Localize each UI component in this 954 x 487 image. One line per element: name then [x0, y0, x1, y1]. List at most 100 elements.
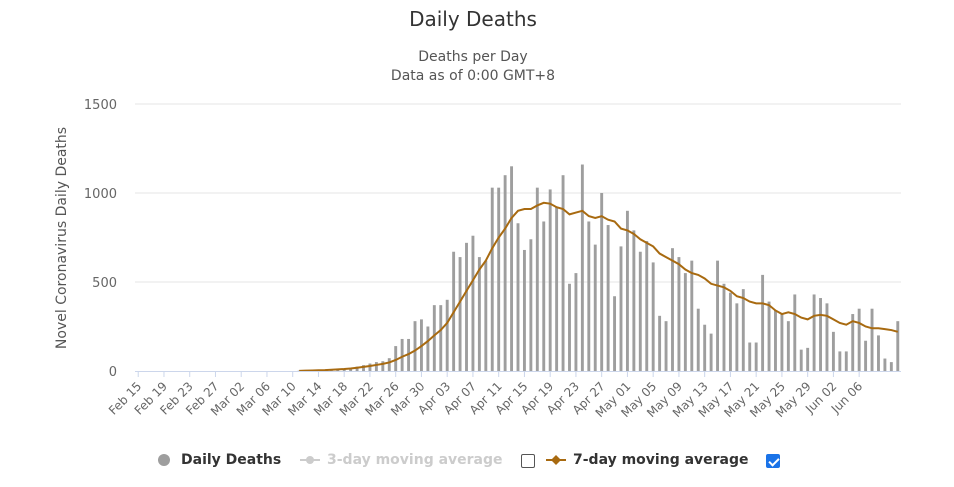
daily-deaths-bar[interactable] — [838, 351, 842, 371]
daily-deaths-bar[interactable] — [516, 223, 520, 371]
daily-deaths-bar[interactable] — [774, 310, 777, 371]
daily-deaths-bar[interactable] — [381, 361, 385, 371]
daily-deaths-bar[interactable] — [625, 210, 629, 371]
daily-deaths-bar[interactable] — [831, 331, 835, 371]
daily-deaths-bar[interactable] — [568, 283, 571, 371]
daily-deaths-bar[interactable] — [548, 189, 552, 371]
daily-deaths-bar[interactable] — [400, 338, 404, 371]
daily-deaths-bar[interactable] — [864, 340, 868, 371]
daily-deaths-bar[interactable] — [722, 283, 726, 371]
3-day-average-checkbox[interactable] — [521, 454, 535, 468]
daily-deaths-bar[interactable] — [522, 249, 526, 371]
y-tick-label: 0 — [109, 365, 117, 380]
daily-deaths-bar[interactable] — [638, 251, 642, 371]
daily-deaths-bar[interactable] — [677, 257, 681, 371]
legend-item-daily-deaths[interactable]: Daily Deaths — [155, 448, 281, 472]
daily-deaths-bar[interactable] — [471, 235, 475, 371]
daily-deaths-bar[interactable] — [728, 292, 732, 371]
daily-deaths-bar[interactable] — [587, 221, 591, 371]
daily-deaths-bar[interactable] — [613, 296, 617, 371]
y-tick-label: 1500 — [84, 98, 117, 113]
daily-deaths-bar[interactable] — [632, 230, 636, 371]
daily-deaths-bar[interactable] — [645, 241, 649, 371]
daily-deaths-bar[interactable] — [754, 342, 758, 371]
daily-deaths-bar[interactable] — [877, 335, 880, 371]
daily-deaths-bar[interactable] — [780, 314, 784, 371]
daily-deaths-bar[interactable] — [741, 289, 745, 371]
daily-deaths-bar[interactable] — [362, 365, 365, 371]
daily-deaths-bar[interactable] — [664, 321, 668, 371]
daily-deaths-bar[interactable] — [465, 242, 468, 371]
daily-deaths-bar[interactable] — [683, 273, 687, 371]
daily-deaths-bar[interactable] — [574, 273, 578, 371]
daily-deaths-bar[interactable] — [600, 193, 604, 371]
daily-deaths-bar[interactable] — [870, 308, 874, 371]
daily-deaths-bar[interactable] — [748, 342, 752, 371]
legend-label-7-day-average: 7-day moving average — [573, 452, 749, 468]
daily-deaths-bar[interactable] — [510, 166, 514, 371]
chart-subtitle-line-1: Deaths per Day — [418, 49, 527, 65]
daily-deaths-bar[interactable] — [703, 324, 707, 371]
daily-deaths-bar[interactable] — [819, 298, 822, 371]
daily-deaths-bar[interactable] — [761, 274, 765, 371]
daily-deaths-bar[interactable] — [497, 187, 501, 371]
daily-deaths-bar[interactable] — [690, 260, 694, 371]
daily-deaths-bar[interactable] — [889, 362, 893, 371]
line-diamond-marker-icon — [546, 455, 566, 465]
daily-deaths-bar[interactable] — [535, 187, 539, 371]
daily-deaths-bar[interactable] — [503, 175, 507, 371]
daily-deaths-bar[interactable] — [883, 358, 887, 371]
daily-deaths-bar[interactable] — [445, 299, 449, 371]
daily-deaths-bar[interactable] — [477, 257, 481, 371]
daily-deaths-bar[interactable] — [490, 187, 494, 371]
daily-deaths-bar[interactable] — [696, 308, 700, 371]
daily-deaths-bar[interactable] — [413, 321, 417, 371]
daily-deaths-bar[interactable] — [671, 248, 674, 371]
daily-deaths-bar[interactable] — [580, 164, 584, 371]
daily-deaths-bar[interactable] — [561, 175, 565, 371]
daily-deaths-bar[interactable] — [767, 301, 771, 371]
chart-subtitle-line-2: Data as of 0:00 GMT+8 — [391, 68, 555, 84]
daily-deaths-bar[interactable] — [735, 303, 739, 371]
daily-deaths-bar[interactable] — [799, 349, 803, 371]
daily-deaths-bar[interactable] — [439, 305, 443, 371]
daily-deaths-bar[interactable] — [786, 321, 790, 371]
daily-deaths-bar[interactable] — [844, 351, 848, 371]
daily-deaths-bar[interactable] — [432, 305, 436, 371]
daily-deaths-bar[interactable] — [716, 260, 719, 371]
seven-day-average-line[interactable] — [299, 201, 899, 372]
daily-deaths-bar[interactable] — [658, 315, 662, 371]
legend-label-daily-deaths: Daily Deaths — [181, 452, 282, 468]
daily-deaths-bar[interactable] — [484, 260, 488, 371]
daily-deaths-bar[interactable] — [896, 321, 900, 371]
7-day-average-checkbox[interactable] — [766, 454, 780, 468]
daily-deaths-bar[interactable] — [806, 347, 810, 371]
daily-deaths-bar[interactable] — [851, 314, 855, 371]
daily-deaths-bar[interactable] — [529, 239, 533, 371]
legend-item-3-day-average[interactable]: 3-day moving average — [300, 448, 503, 472]
daily-deaths-bar[interactable] — [555, 207, 559, 371]
legend-label-3-day-average: 3-day moving average — [327, 452, 503, 468]
daily-deaths-bar[interactable] — [651, 262, 655, 371]
daily-deaths-bar[interactable] — [387, 358, 391, 371]
daily-deaths-bar[interactable] — [857, 308, 861, 371]
daily-deaths-bar[interactable] — [458, 257, 462, 371]
line-circle-marker-icon — [300, 456, 320, 464]
daily-deaths-bar[interactable] — [593, 244, 597, 371]
daily-deaths-bar[interactable] — [374, 362, 378, 371]
daily-deaths-bar[interactable] — [825, 303, 829, 371]
daily-deaths-bar[interactable] — [619, 246, 623, 371]
chart-legend: Daily Deaths 3-day moving average 7-day … — [0, 448, 954, 474]
daily-deaths-bar[interactable] — [394, 346, 398, 371]
daily-deaths-bar[interactable] — [812, 294, 816, 371]
daily-deaths-bar[interactable] — [793, 294, 797, 371]
daily-deaths-bar[interactable] — [426, 326, 430, 372]
daily-deaths-bar[interactable] — [709, 333, 713, 371]
daily-deaths-bar[interactable] — [542, 221, 546, 371]
legend-item-7-day-average[interactable]: 7-day moving average — [546, 448, 749, 472]
daily-deaths-bar[interactable] — [368, 363, 372, 371]
y-axis-label: Novel Coronavirus Daily Deaths — [54, 127, 70, 349]
daily-deaths-bar[interactable] — [606, 225, 610, 371]
